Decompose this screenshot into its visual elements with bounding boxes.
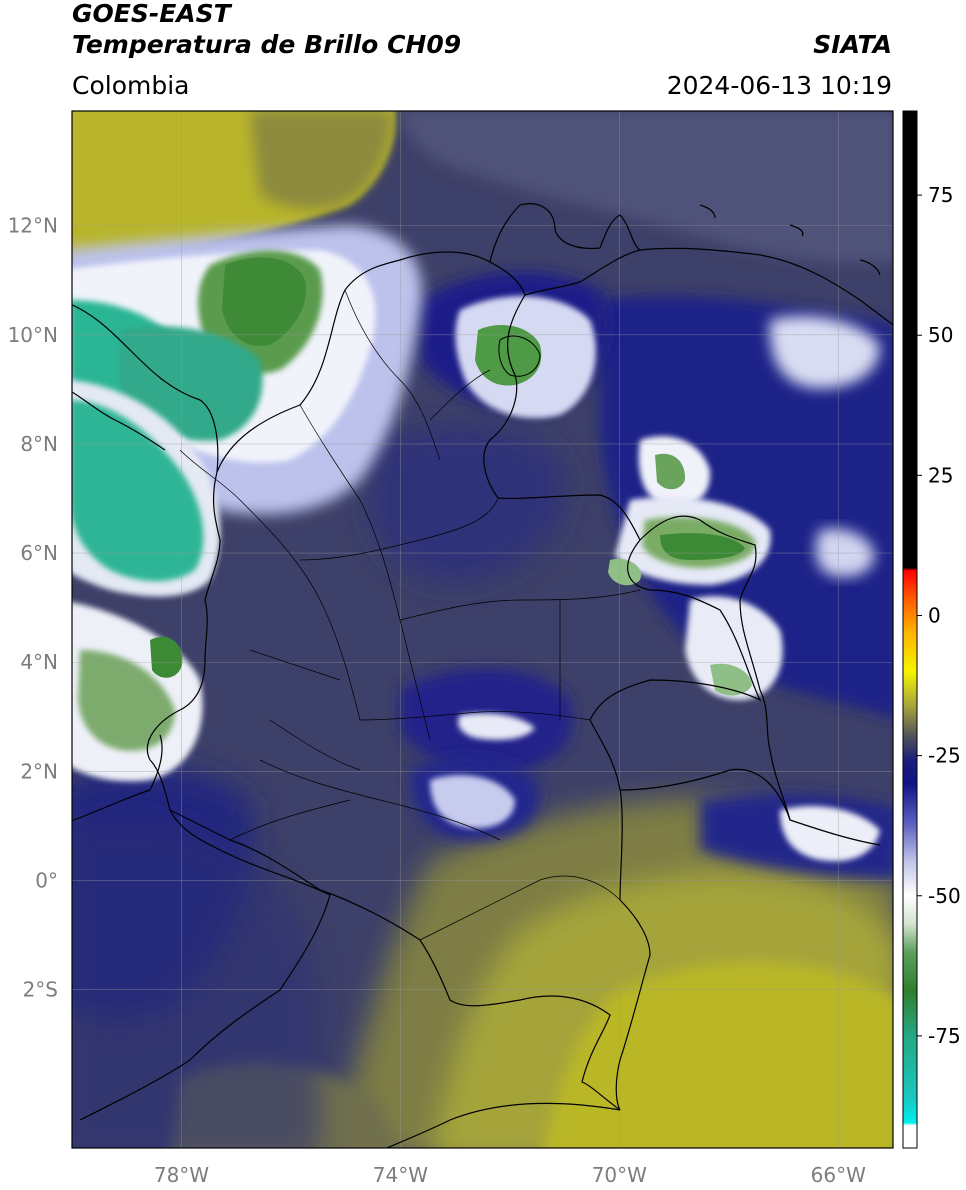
brand-label: SIATA	[813, 30, 892, 59]
lake-maracaibo	[498, 335, 541, 377]
latitude-tick-label: 12°N	[8, 214, 58, 238]
longitude-tick-label: 74°W	[373, 1163, 428, 1187]
ecuador-border	[79, 809, 331, 1121]
venezuela-coast	[489, 203, 641, 263]
colorbar-tick-label: 0	[928, 603, 941, 627]
peru-border	[385, 1102, 621, 1148]
latitude-tick-label: 6°N	[20, 541, 58, 565]
panama-south-coast	[72, 391, 166, 451]
region-label: Colombia	[72, 71, 190, 100]
borders	[72, 203, 893, 1148]
latitude-tick-label: 0°	[35, 869, 58, 893]
title-satellite: GOES-EAST	[72, 0, 231, 28]
latitude-ticks: 12°N 10°N 8°N 6°N 4°N 2°N 0° 2°S	[8, 214, 58, 1002]
brazil-border	[619, 768, 881, 846]
internal-borders	[179, 289, 641, 941]
longitude-tick-label: 70°W	[592, 1163, 647, 1187]
longitude-tick-label: 66°W	[811, 1163, 866, 1187]
latitude-tick-label: 10°N	[8, 323, 58, 347]
colorbar-tick-label: 25	[928, 463, 953, 487]
colorbar: 75 50 25 0 -25 -50 -75	[902, 110, 961, 1149]
timestamp-label: 2024-06-13 10:19	[666, 71, 892, 100]
colorbar-tick-label: -25	[928, 744, 961, 768]
venezuela-south-border	[639, 515, 791, 821]
colorbar-tick-label: 50	[928, 323, 953, 347]
latitude-tick-label: 4°N	[20, 650, 58, 674]
panama-coast	[72, 304, 219, 473]
colorbar-gradient	[902, 110, 918, 1149]
latitude-tick-label: 2°N	[20, 759, 58, 783]
longitude-tick-label: 78°W	[154, 1163, 209, 1187]
title-product: Temperatura de Brillo CH09	[72, 30, 462, 59]
longitude-ticks: 78°W 74°W 70°W 66°W	[154, 1163, 866, 1187]
latitude-tick-label: 8°N	[20, 432, 58, 456]
colombia-border	[146, 251, 762, 1111]
pacific-coast	[72, 734, 163, 822]
venezuela-border	[524, 247, 893, 326]
latitude-tick-label: 2°S	[23, 978, 58, 1002]
colorbar-tick-label: -50	[928, 884, 961, 908]
satellite-image	[72, 111, 893, 1148]
colorbar-tick-label: 75	[928, 183, 953, 207]
colorbar-tick-label: -75	[928, 1024, 961, 1048]
map-frame	[71, 110, 894, 1149]
caribbean-islands	[699, 204, 881, 276]
colorbar-ticks: 75 50 25 0 -25 -50 -75	[917, 183, 961, 1048]
graticule	[72, 111, 893, 1148]
